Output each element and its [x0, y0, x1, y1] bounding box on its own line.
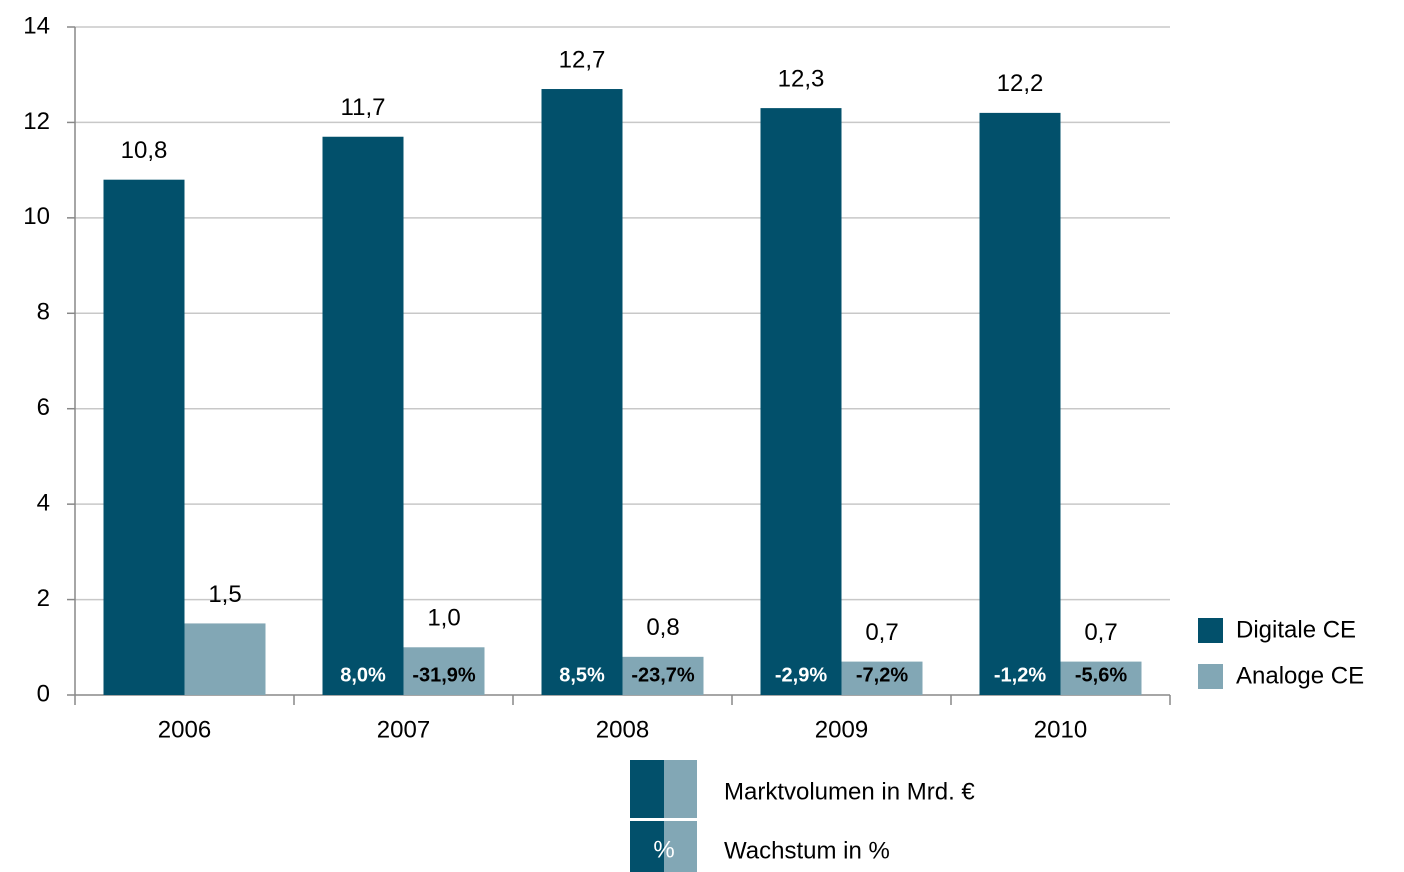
legend-swatch: [1198, 664, 1223, 689]
legend-swatch: [1198, 618, 1223, 643]
growth-label: -1,2%: [994, 664, 1046, 686]
value-label: 12,7: [559, 46, 606, 73]
y-tick-label: 4: [37, 489, 50, 516]
value-label: 11,7: [341, 94, 386, 121]
bar: [541, 89, 623, 696]
key-swatch-light: [664, 821, 697, 872]
growth-label: 8,5%: [559, 664, 605, 686]
bar: [184, 623, 266, 695]
value-label: 0,7: [865, 619, 898, 646]
x-tick-label: 2007: [377, 716, 430, 743]
bar: [979, 112, 1061, 695]
value-label: 12,3: [778, 65, 825, 92]
bar: [322, 136, 404, 695]
y-tick-label: 8: [37, 299, 50, 326]
value-label: 0,8: [646, 614, 679, 641]
x-tick-label: 2009: [815, 716, 868, 743]
key-swatch-dark: [630, 760, 664, 818]
value-label: 0,7: [1084, 619, 1117, 646]
key-swatch-light: [664, 760, 697, 818]
growth-label: -5,6%: [1075, 664, 1127, 686]
bar: [622, 656, 704, 695]
y-tick-label: 2: [37, 585, 50, 612]
growth-label: -31,9%: [412, 664, 476, 686]
value-label: 1,5: [208, 581, 241, 608]
y-tick-label: 6: [37, 394, 50, 421]
growth-label: 8,0%: [340, 664, 386, 686]
value-label: 12,2: [997, 70, 1044, 97]
x-tick-label: 2006: [158, 716, 211, 743]
bar: [760, 108, 842, 696]
key-swatch-dark: [630, 821, 664, 872]
bar: [103, 179, 185, 695]
growth-label: -2,9%: [775, 664, 827, 686]
growth-label: -7,2%: [856, 664, 908, 686]
y-tick-label: 12: [23, 108, 50, 135]
bar: [403, 647, 485, 695]
x-tick-label: 2008: [596, 716, 649, 743]
bar: [841, 661, 923, 695]
key-label: Marktvolumen in Mrd. €: [724, 778, 975, 805]
key-symbol: %: [653, 836, 674, 863]
x-tick-label: 2010: [1034, 716, 1087, 743]
y-tick-label: 14: [23, 12, 50, 39]
legend-label: Analoge CE: [1236, 662, 1364, 689]
bar: [1060, 661, 1142, 695]
value-label: 1,0: [427, 605, 460, 632]
legend-label: Digitale CE: [1236, 616, 1356, 643]
y-tick-label: 0: [37, 680, 50, 707]
y-tick-label: 10: [23, 203, 50, 230]
growth-label: -23,7%: [631, 664, 695, 686]
value-label: 10,8: [121, 137, 168, 164]
key-label: Wachstum in %: [724, 837, 890, 864]
